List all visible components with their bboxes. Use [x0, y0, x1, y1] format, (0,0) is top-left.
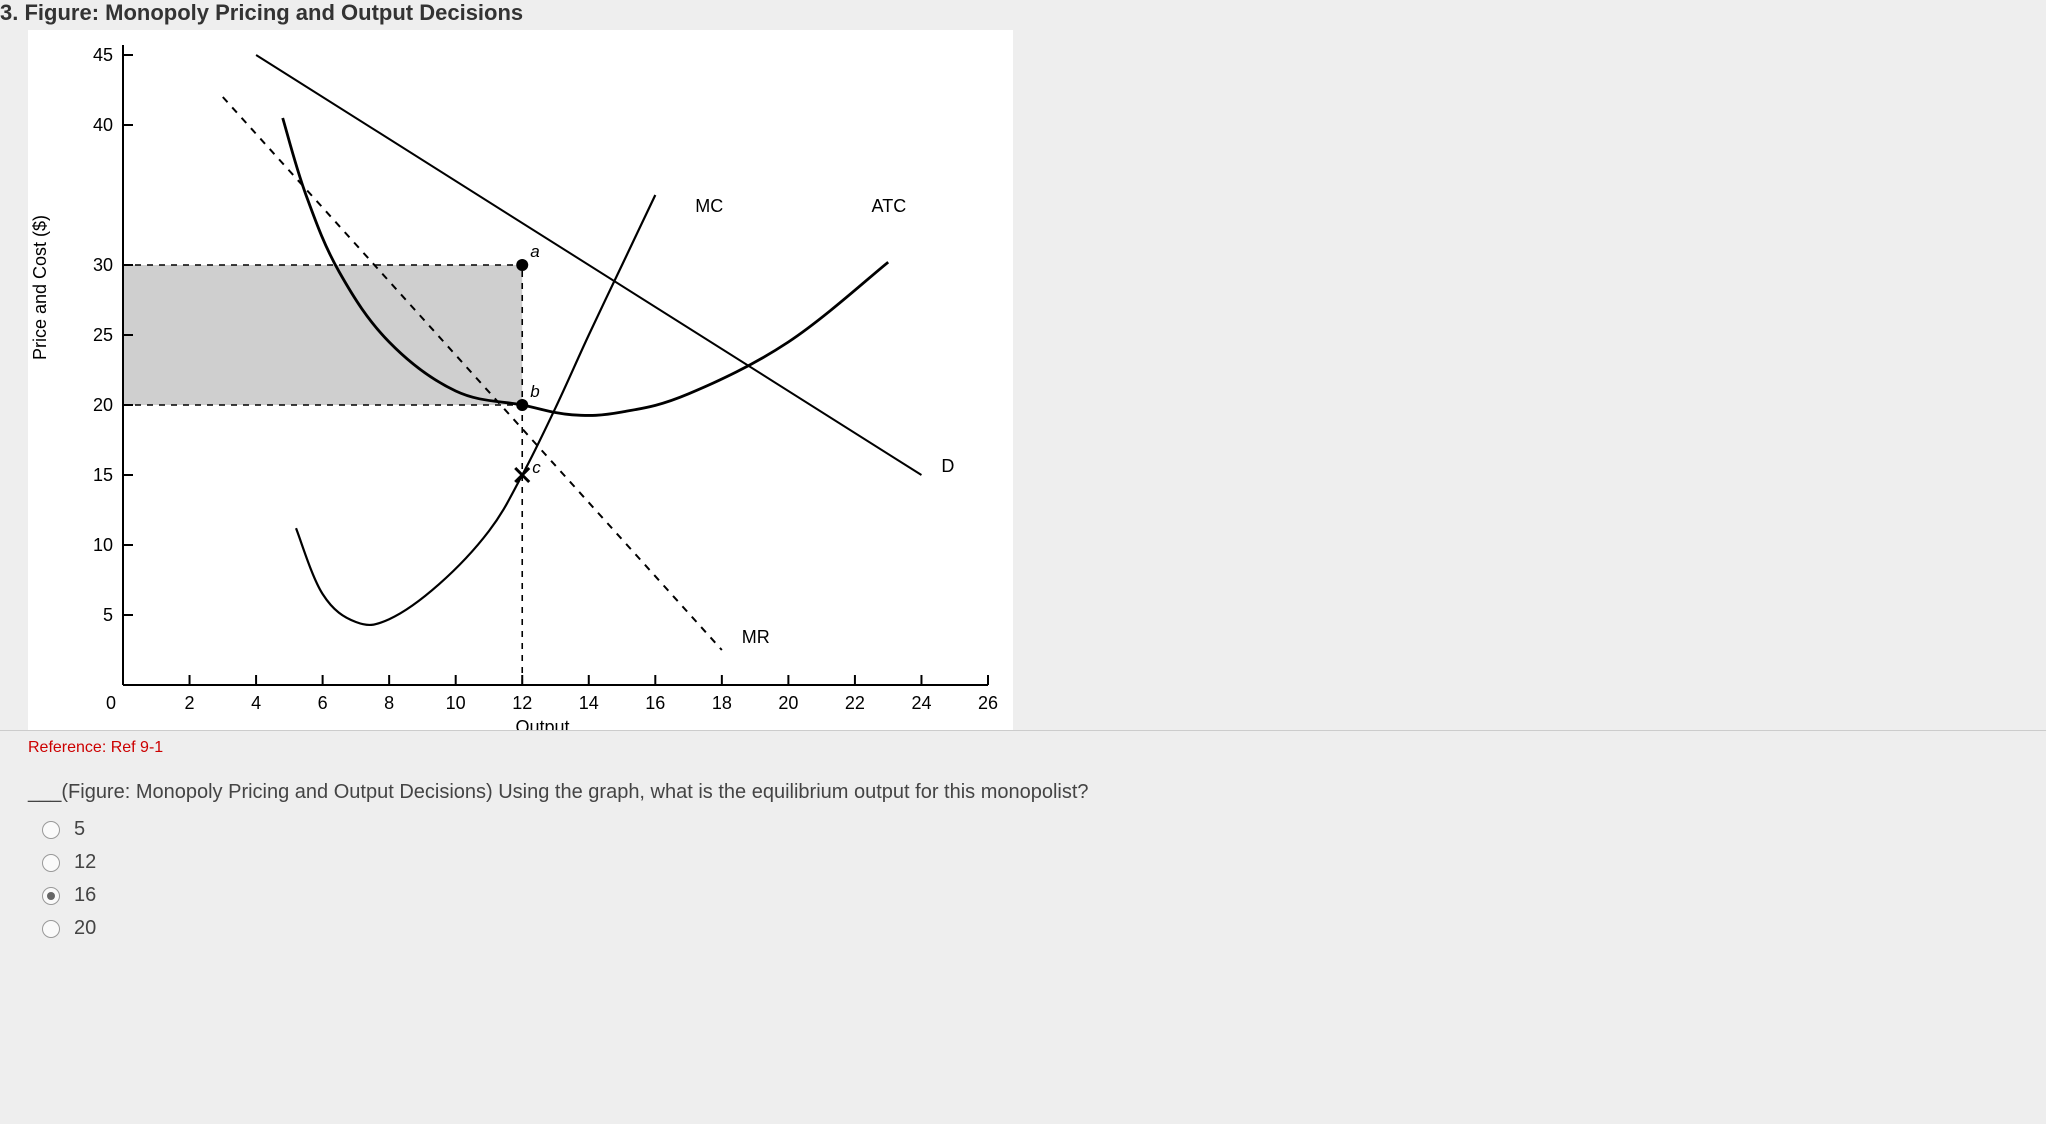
x-tick-label: 10: [446, 693, 466, 713]
option-row[interactable]: 5: [42, 818, 2046, 841]
radio-button[interactable]: [42, 887, 60, 905]
x-tick-label: 26: [978, 693, 998, 713]
figure-title: Figure: Monopoly Pricing and Output Deci…: [24, 0, 523, 25]
y-tick-label: 30: [93, 255, 113, 275]
question-number: 3.: [0, 0, 18, 25]
radio-button[interactable]: [42, 920, 60, 938]
x-tick-label: 12: [512, 693, 532, 713]
curve-label-mc: MC: [695, 196, 723, 216]
y-tick-label: 10: [93, 535, 113, 555]
x-tick-label: 2: [185, 693, 195, 713]
y-tick-label: 25: [93, 325, 113, 345]
y-tick-label: 15: [93, 465, 113, 485]
point-label-c: c: [532, 458, 541, 477]
question-header: 3. Figure: Monopoly Pricing and Output D…: [0, 0, 2046, 30]
question-text: ___(Figure: Monopoly Pricing and Output …: [28, 781, 2046, 804]
divider: [0, 730, 2046, 731]
option-label: 16: [74, 884, 96, 907]
x-axis-label: Output: [516, 717, 570, 730]
option-label: 20: [74, 917, 96, 940]
y-axis-label: Price and Cost ($): [30, 215, 51, 360]
chart-figure: Price and Cost ($) 246810121416182022242…: [28, 30, 1013, 730]
x-tick-label: 20: [778, 693, 798, 713]
option-label: 12: [74, 851, 96, 874]
x-tick-label: 4: [251, 693, 261, 713]
option-row[interactable]: 12: [42, 851, 2046, 874]
option-label: 5: [74, 818, 85, 841]
radio-button[interactable]: [42, 821, 60, 839]
shaded-profit-rect: [123, 265, 522, 405]
x-tick-label: 16: [645, 693, 665, 713]
curve-label-atc: ATC: [872, 196, 907, 216]
point-label-b: b: [530, 382, 539, 401]
x-tick-label: 6: [318, 693, 328, 713]
curve-mc: [296, 195, 655, 625]
options-list: 5 12 16 20: [42, 818, 2046, 940]
x-tick-label: 14: [579, 693, 599, 713]
y-tick-label: 45: [93, 45, 113, 65]
page: 3. Figure: Monopoly Pricing and Output D…: [0, 0, 2046, 980]
option-row[interactable]: 16: [42, 884, 2046, 907]
chart-svg: 24681012141618202224260510152025304045Ou…: [28, 30, 1013, 730]
y-tick-label: 20: [93, 395, 113, 415]
x-tick-label: 22: [845, 693, 865, 713]
x-tick-label: 24: [911, 693, 931, 713]
curve-label-d: D: [941, 456, 954, 476]
reference-text: Reference: Ref 9-1: [28, 739, 2046, 757]
x-tick-label: 18: [712, 693, 732, 713]
radio-button[interactable]: [42, 854, 60, 872]
point-a: [516, 259, 528, 271]
x-tick-label: 8: [384, 693, 394, 713]
y-tick-label: 5: [103, 605, 113, 625]
curve-label-mr: MR: [742, 627, 770, 647]
y-tick-label: 40: [93, 115, 113, 135]
point-label-a: a: [530, 242, 539, 261]
point-b: [516, 399, 528, 411]
option-row[interactable]: 20: [42, 917, 2046, 940]
x-origin-label: 0: [106, 693, 116, 713]
